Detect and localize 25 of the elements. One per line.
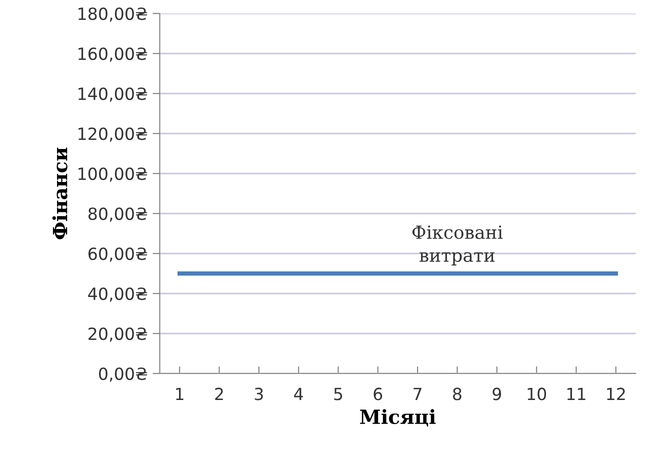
y-tick-label: 40,00₴ <box>88 287 147 302</box>
x-tick-label: 8 <box>453 388 462 400</box>
y-tick-label: 60,00₴ <box>88 247 147 262</box>
y-tick-label: 140,00₴ <box>78 87 147 102</box>
x-tick-label: 1 <box>176 388 184 400</box>
x-tick-label: 9 <box>492 388 502 400</box>
y-tick-label: 80,00₴ <box>88 207 147 222</box>
x-tick-label: 4 <box>294 388 303 400</box>
x-tick-label: 7 <box>414 388 422 400</box>
y-tick-label: 0,00₴ <box>99 367 147 382</box>
series-label: Фіксовані витрати <box>412 226 503 266</box>
x-tick-label: 3 <box>254 388 263 400</box>
y-axis-title: Фінанси <box>52 148 68 240</box>
y-tick-label: 120,00₴ <box>78 127 147 142</box>
y-tick-label: 20,00₴ <box>88 327 147 342</box>
y-tick-label: 160,00₴ <box>78 47 147 62</box>
y-tick-label: 180,00₴ <box>78 7 147 22</box>
x-tick-label: 12 <box>607 388 625 400</box>
x-tick-label: 11 <box>567 388 586 400</box>
x-tick-label: 10 <box>528 388 546 400</box>
x-tick-label: 2 <box>215 388 223 400</box>
x-axis-title: Місяці <box>360 409 436 427</box>
y-tick-label: 100,00₴ <box>78 167 147 182</box>
x-tick-label: 5 <box>334 388 342 400</box>
x-tick-label: 6 <box>374 388 382 400</box>
